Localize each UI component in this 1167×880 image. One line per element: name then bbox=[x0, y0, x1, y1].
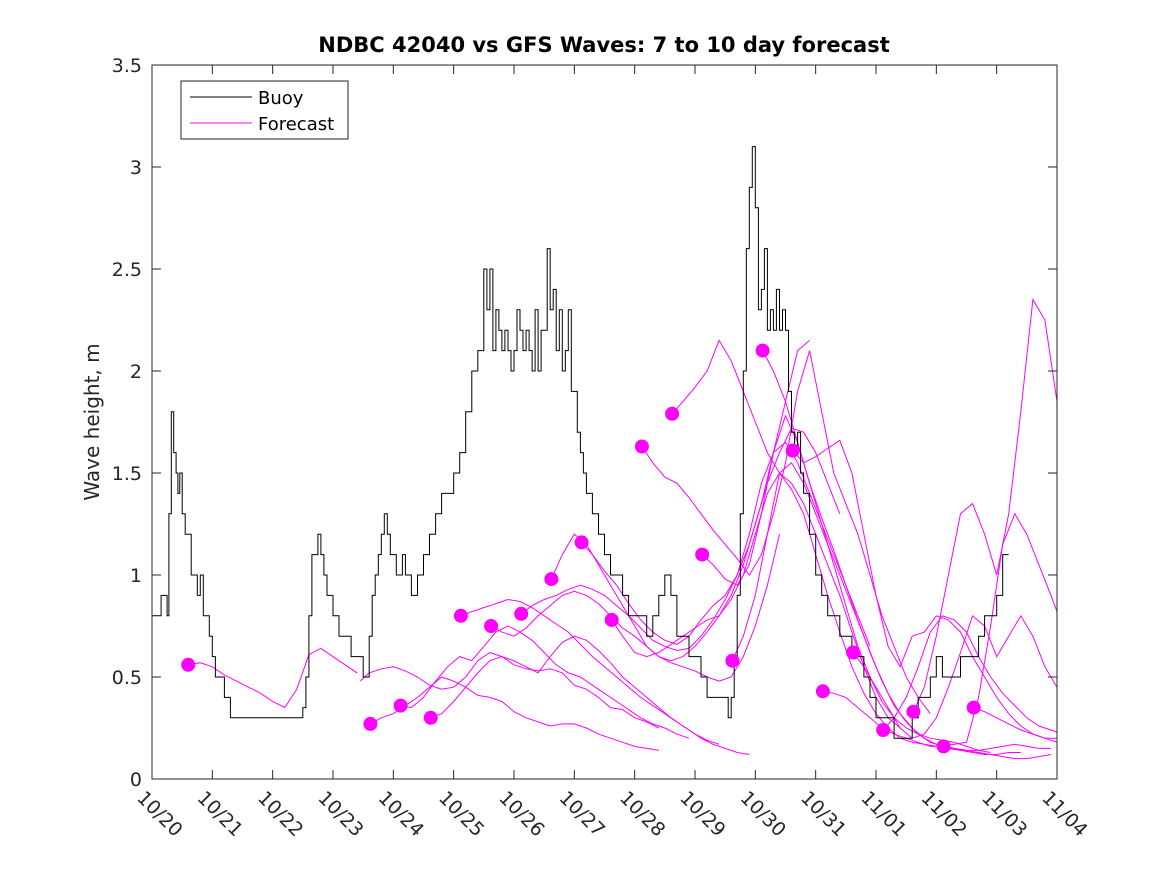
forecast-line-22 bbox=[973, 707, 1058, 743]
forecast-start-marker bbox=[846, 645, 861, 660]
forecast-line-5 bbox=[460, 598, 750, 755]
forecast-start-marker bbox=[574, 535, 589, 550]
forecast-start-marker bbox=[544, 572, 559, 587]
forecast-line-20 bbox=[912, 298, 1058, 712]
y-tick-label: 1.5 bbox=[112, 463, 142, 485]
forecast-start-marker bbox=[484, 619, 499, 633]
forecast-line-3 bbox=[400, 625, 690, 739]
forecast-start-marker bbox=[725, 653, 740, 668]
y-tick-label: 0.5 bbox=[112, 667, 142, 689]
y-tick-label: 3 bbox=[130, 157, 142, 179]
forecast-start-marker bbox=[876, 723, 891, 737]
y-tick-label: 2 bbox=[130, 361, 142, 383]
forecast-line-1 bbox=[359, 651, 660, 729]
y-tick-label: 0 bbox=[130, 769, 142, 791]
forecast-start-marker bbox=[936, 739, 951, 754]
forecast-markers bbox=[181, 343, 981, 754]
forecast-start-marker bbox=[604, 612, 619, 627]
forecast-line-18 bbox=[852, 614, 1058, 739]
forecast-start-marker bbox=[695, 547, 710, 562]
forecast-start-marker bbox=[393, 698, 408, 713]
legend-label-forecast: Forecast bbox=[258, 114, 334, 135]
forecast-start-marker bbox=[755, 343, 770, 358]
y-tick-label: 3.5 bbox=[112, 55, 142, 77]
forecast-start-marker bbox=[181, 657, 196, 672]
forecast-line-19 bbox=[882, 615, 1058, 733]
forecast-start-marker bbox=[423, 710, 438, 725]
forecast-start-marker bbox=[785, 443, 800, 458]
y-axis-label: Wave height, m bbox=[80, 343, 104, 500]
forecast-start-marker bbox=[634, 439, 649, 454]
y-tick-label: 1 bbox=[130, 565, 142, 587]
buoy-line bbox=[152, 146, 1009, 739]
forecast-line-15 bbox=[762, 350, 1052, 760]
plot-frame bbox=[151, 64, 1058, 780]
series-layer bbox=[152, 146, 1058, 760]
forecast-start-marker bbox=[815, 684, 830, 699]
forecast-start-marker bbox=[514, 606, 529, 621]
forecast-line-6 bbox=[490, 534, 780, 682]
forecast-start-marker bbox=[906, 704, 921, 719]
forecast-line-16 bbox=[792, 439, 1057, 739]
forecast-start-marker bbox=[363, 716, 378, 731]
forecast-start-marker bbox=[966, 700, 981, 715]
legend-label-buoy: Buoy bbox=[258, 88, 304, 109]
forecast-line-21 bbox=[943, 743, 1051, 751]
y-tick-label: 2.5 bbox=[112, 259, 142, 281]
forecast-line-10 bbox=[611, 472, 901, 729]
chart-title: NDBC 42040 vs GFS Waves: 7 to 10 day for… bbox=[318, 33, 889, 57]
forecast-line-11 bbox=[641, 350, 931, 714]
forecast-line-2 bbox=[370, 676, 659, 751]
forecast-start-marker bbox=[453, 608, 468, 623]
legend-box bbox=[180, 80, 349, 140]
legend: Buoy Forecast bbox=[180, 80, 349, 140]
forecast-start-marker bbox=[665, 406, 680, 421]
forecast-line-0 bbox=[188, 647, 358, 709]
plot-area bbox=[152, 65, 1057, 779]
